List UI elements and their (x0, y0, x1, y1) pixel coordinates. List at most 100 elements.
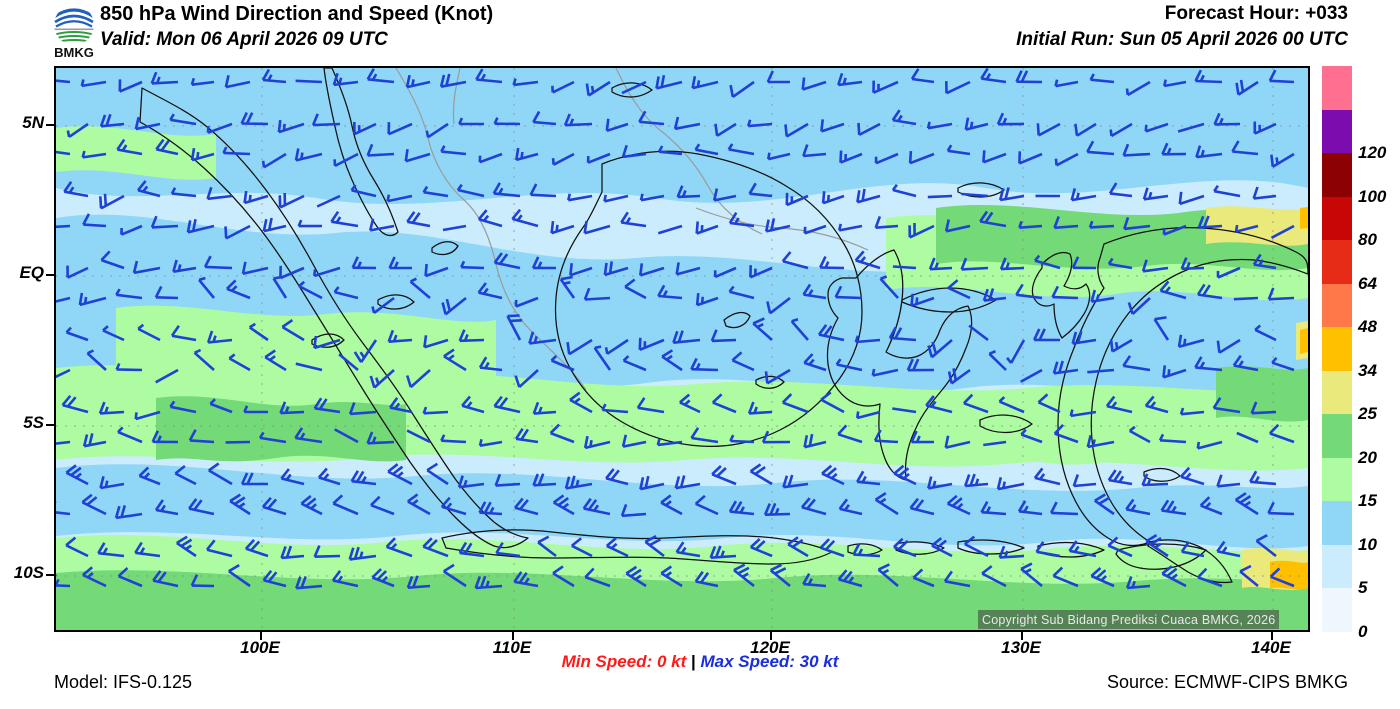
min-speed-label: Min Speed: 0 kt (561, 652, 687, 671)
wind-barb (569, 391, 593, 414)
wind-barb (1035, 541, 1061, 558)
wind-barb (1213, 112, 1241, 126)
lat-tick-mark (46, 274, 54, 276)
forecast-map[interactable]: Copyright Sub Bidang Prediksi Cuaca BMKG… (54, 66, 1310, 632)
wind-barb (1162, 224, 1187, 236)
wind-barb (56, 501, 71, 516)
wind-barb (711, 393, 737, 414)
wind-barb (912, 568, 935, 588)
lat-tick-label: 10S (13, 563, 44, 582)
lat-tick-mark (46, 574, 54, 576)
wind-barb (229, 493, 251, 516)
wind-barb (371, 296, 395, 314)
wind-barb (348, 402, 377, 416)
wind-barb (636, 397, 665, 414)
wind-barb (407, 493, 431, 516)
wind-barb (620, 211, 647, 228)
wind-barb (313, 545, 341, 558)
wind-barb (838, 498, 863, 516)
wind-barb (931, 537, 953, 558)
wind-barb (1196, 440, 1223, 450)
wind-barb (1233, 296, 1259, 301)
wind-barb (331, 570, 359, 588)
wind-barb (729, 434, 755, 444)
wind-barb (980, 500, 1007, 516)
wind-barb (424, 263, 449, 278)
colorbar-tick-label: 10 (1358, 534, 1377, 554)
wind-barb (728, 285, 755, 300)
wind-barb (1160, 499, 1187, 516)
wind-barb (1020, 562, 1043, 588)
wind-barb (1234, 224, 1259, 233)
wind-barb (691, 75, 719, 90)
wind-barb (366, 143, 395, 157)
lat-tick-mark (46, 124, 54, 126)
wind-barb (656, 438, 683, 447)
wind-barb (262, 217, 287, 233)
wind-barb (1180, 541, 1205, 558)
lon-tick-mark (512, 632, 514, 640)
graticule (56, 68, 1308, 630)
wind-barb (172, 259, 197, 273)
wind-barb (136, 180, 161, 198)
wind-barb (727, 143, 755, 156)
wind-barb (493, 252, 521, 270)
wind-barb (330, 210, 359, 228)
wind-barb (1020, 428, 1043, 444)
wind-barb (1094, 493, 1115, 516)
wind-barb (790, 318, 809, 341)
wind-barb (1053, 423, 1079, 444)
wind-barb (676, 185, 701, 199)
wind-barb (1253, 121, 1277, 135)
wind-barb (749, 463, 773, 486)
wind-barb (1235, 79, 1259, 96)
wind-barb (638, 337, 665, 352)
wind-barb (657, 224, 683, 235)
wind-barb (264, 349, 287, 372)
wind-barb (1015, 70, 1043, 84)
wind-barb (248, 322, 269, 342)
wind-barb (874, 152, 899, 165)
wind-barb (366, 68, 395, 84)
wind-barb (582, 497, 611, 516)
wind-barb (66, 122, 89, 138)
lon-tick-mark (770, 632, 772, 640)
wind-barb (240, 112, 269, 126)
wind-barb (672, 330, 701, 344)
wind-barb (983, 440, 1007, 447)
wind-barb (1177, 334, 1205, 349)
wind-barb (655, 74, 683, 90)
wind-barb (888, 326, 917, 342)
wind-barb (368, 218, 395, 232)
wind-barb (764, 368, 791, 385)
wind-barb (892, 265, 917, 270)
wind-barb (193, 348, 215, 371)
wind-barb (908, 151, 935, 165)
wind-barb (406, 575, 431, 589)
wind-barb (99, 193, 125, 210)
wind-barb (675, 541, 701, 558)
wind-barb (1234, 492, 1259, 516)
wind-barb (316, 194, 341, 208)
wind-barb (657, 284, 683, 300)
wind-barb (1199, 496, 1223, 516)
wind-barb (170, 187, 197, 198)
colorbar-segment (1322, 66, 1352, 110)
wind-barb (874, 215, 899, 229)
wind-barb (134, 116, 161, 131)
bmkg-logo-text: BMKG (54, 45, 94, 59)
wind-barb (910, 293, 935, 308)
lat-tick-mark (46, 424, 54, 426)
wind-barb (946, 494, 971, 516)
wind-barb (514, 296, 539, 308)
wind-barb (781, 393, 809, 414)
wind-barb (675, 262, 701, 276)
wind-barb (155, 368, 179, 384)
wind-barb (605, 468, 629, 486)
colorbar-segment (1322, 414, 1352, 458)
wind-barb (1088, 220, 1115, 229)
wind-barb (78, 292, 107, 307)
lon-tick-mark (1271, 632, 1273, 640)
wind-barb (569, 263, 593, 277)
wind-barb (350, 470, 377, 486)
